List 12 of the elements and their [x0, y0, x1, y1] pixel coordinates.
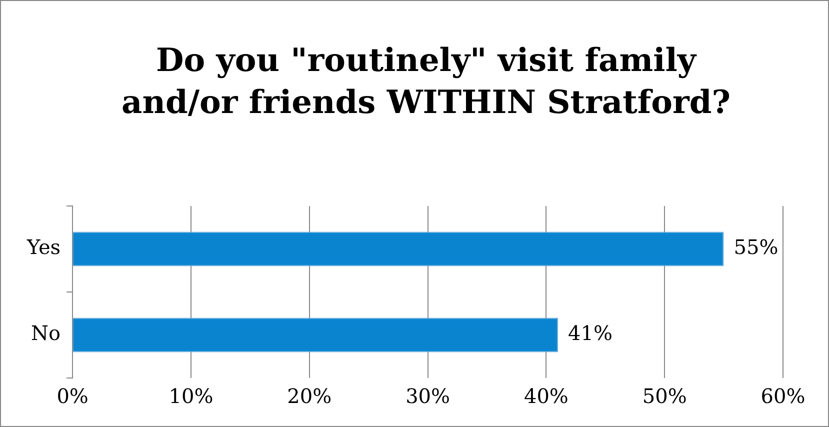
- x-tick-label: 20%: [287, 384, 332, 408]
- data-label: 55%: [734, 235, 778, 260]
- x-tick-label: 0%: [56, 384, 88, 408]
- y-tick-label: Yes: [26, 235, 61, 260]
- data-label: 41%: [568, 321, 612, 346]
- x-tick-label: 40%: [524, 384, 568, 408]
- x-tick-label: 60%: [760, 384, 806, 408]
- x-tick-label: 10%: [168, 384, 214, 408]
- y-tick-label: No: [31, 321, 61, 346]
- x-tick-label: 50%: [642, 384, 687, 408]
- x-tick-label: 30%: [406, 384, 450, 408]
- chart-title: Do you "routinely" visit family and/or friends WITHIN Stratford?: [120, 40, 732, 123]
